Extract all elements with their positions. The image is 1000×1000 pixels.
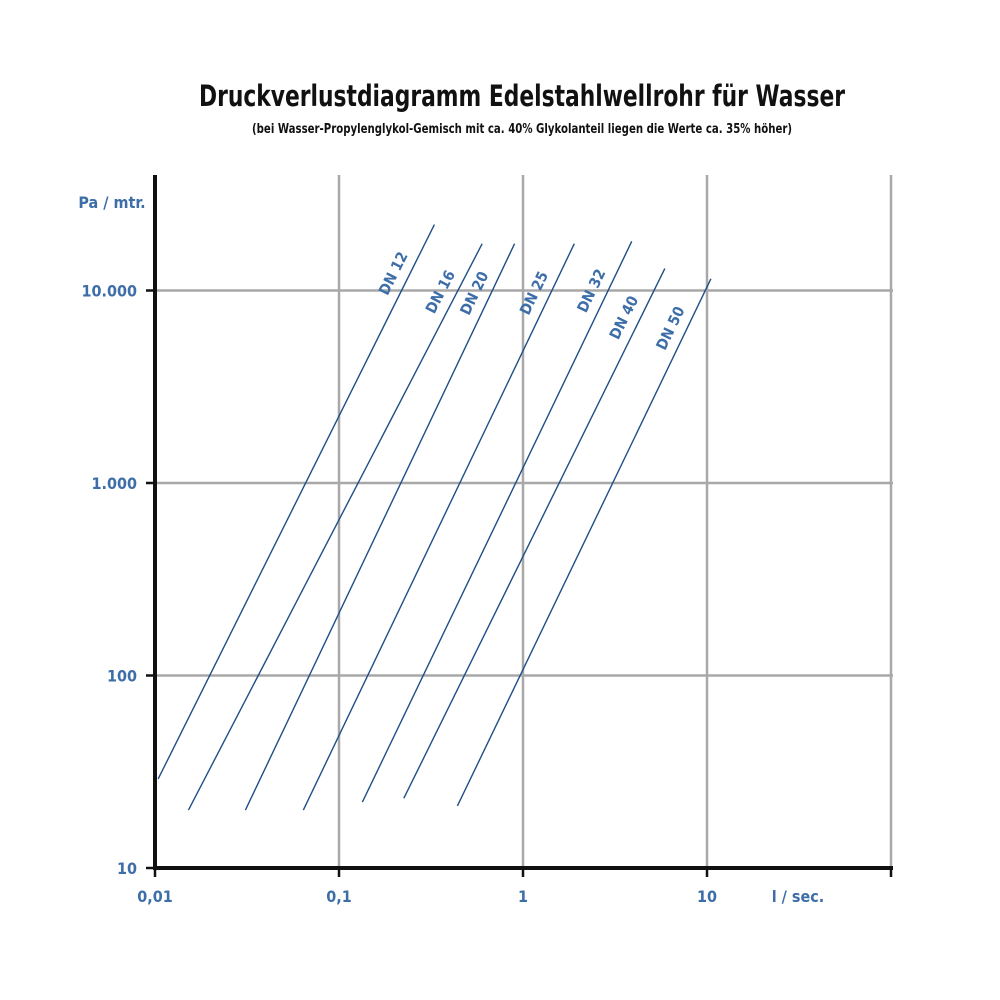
x-tick-label: 0,1 bbox=[326, 887, 352, 906]
series-label-dn-25: DN 25 bbox=[516, 269, 552, 318]
series-label-dn-50: DN 50 bbox=[652, 304, 688, 353]
x-tick-label: 0,01 bbox=[137, 887, 173, 906]
series-line-dn-32 bbox=[361, 241, 633, 803]
y-tick-label: 10.000 bbox=[81, 282, 137, 301]
series-label-dn-16: DN 16 bbox=[422, 267, 459, 316]
x-tick-label: 10 bbox=[697, 887, 717, 906]
series-line-dn-20 bbox=[244, 243, 516, 811]
series-label-dn-20: DN 20 bbox=[456, 269, 492, 318]
chart-title: Druckverlustdiagramm Edelstahlwellrohr f… bbox=[199, 79, 846, 113]
series-line-dn-50 bbox=[456, 278, 712, 807]
series-line-dn-40 bbox=[403, 268, 666, 799]
y-axis-label: Pa / mtr. bbox=[78, 193, 145, 212]
series-line-dn-25 bbox=[302, 243, 575, 811]
grid bbox=[155, 175, 893, 868]
series-line-dn-16 bbox=[187, 243, 483, 811]
x-axis-label: l / sec. bbox=[772, 887, 825, 906]
y-tick-label: 1.000 bbox=[91, 474, 137, 493]
x-tick-label: 1 bbox=[518, 887, 528, 906]
y-tick-label: 10 bbox=[117, 859, 137, 878]
axes bbox=[146, 175, 893, 877]
series-label-dn-40: DN 40 bbox=[606, 293, 642, 342]
tick-labels: 0,01 0,1 1 10 10 100 1.000 10.000 bbox=[81, 282, 717, 907]
y-tick-label: 100 bbox=[107, 667, 137, 686]
series-line-dn-12 bbox=[157, 224, 436, 780]
chart-subtitle: (bei Wasser-Propylenglykol-Gemisch mit c… bbox=[252, 122, 792, 137]
